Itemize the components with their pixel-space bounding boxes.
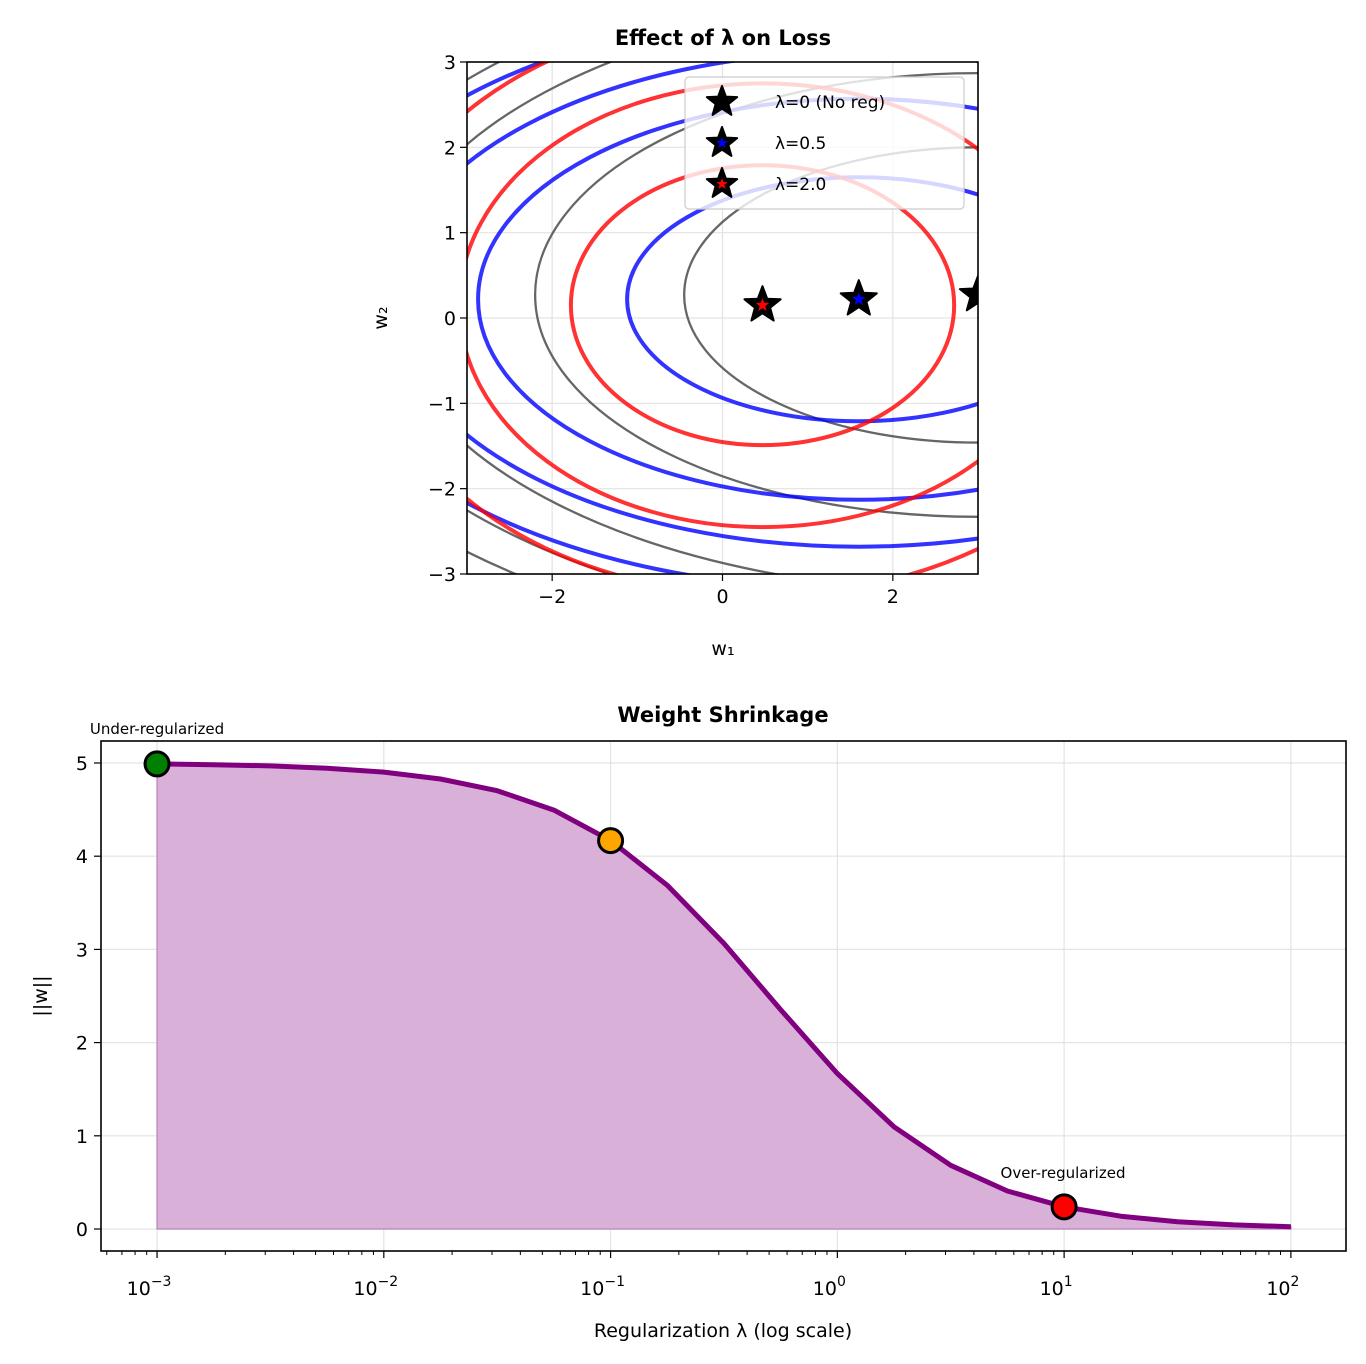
x-tick-label: 10−3	[127, 1274, 172, 1300]
x-tick-label: 101	[1040, 1274, 1073, 1300]
x-tick-label: 10−1	[580, 1274, 625, 1300]
annotation-over-regularized: Over-regularized	[1001, 1164, 1126, 1182]
x-tick-label: 100	[813, 1274, 846, 1300]
y-tick-label: 4	[76, 846, 88, 868]
minimum-stars	[743, 275, 978, 322]
y-tick-label: 0	[76, 1219, 88, 1241]
legend-star-core	[716, 137, 728, 148]
x-tick-label: 2	[887, 586, 899, 608]
top-x-label: w₁	[711, 638, 734, 660]
legend-label: λ=0.5	[775, 134, 826, 154]
highlight-point	[143, 750, 171, 778]
weight-shrinkage-chart: Weight Shrinkage 10−3 10−2 10−1 100 101 10201…	[30, 703, 1347, 1342]
y-tick-label: 2	[444, 137, 456, 159]
bottom-x-label: Regularization λ (log scale)	[594, 1320, 852, 1342]
minimum-star-core	[852, 292, 866, 305]
y-tick-label: 1	[444, 223, 456, 245]
top-chart-title: Effect of λ on Loss	[615, 26, 831, 50]
legend-label: λ=0 (No reg)	[775, 93, 885, 113]
minimum-star-core	[755, 298, 770, 311]
top-ticks: −2 0 2 −3 −2 −1 0 1 2 3	[428, 52, 899, 608]
y-tick-label: 1	[76, 1126, 88, 1148]
contour-line	[467, 62, 978, 549]
x-tick-label: −2	[538, 586, 566, 608]
legend-label: λ=2.0	[775, 175, 826, 195]
bottom-y-label: ||w||	[30, 975, 52, 1016]
annotation-under-regularized: Under-regularized	[90, 720, 224, 738]
legend: λ=0 (No reg) λ=0.5 λ=2.0	[684, 76, 965, 210]
y-tick-label: 2	[76, 1033, 88, 1055]
bottom-axes-frame	[100, 740, 1347, 1252]
highlight-point	[597, 827, 625, 855]
legend-star-core	[716, 178, 728, 189]
y-tick-label: −3	[428, 564, 456, 586]
x-tick-label: 10−2	[353, 1274, 398, 1300]
legend-box	[684, 76, 965, 210]
contour-line	[683, 146, 978, 444]
y-tick-label: 3	[76, 939, 88, 961]
loss-contour-chart: Effect of λ on Loss λ=0 (No reg) λ=0.5 λ=2…	[370, 26, 979, 660]
bottom-chart-title: Weight Shrinkage	[617, 703, 828, 727]
y-tick-label: −2	[428, 479, 456, 501]
shrinkage-area-fill	[156, 763, 1292, 1230]
y-tick-label: 5	[76, 753, 88, 775]
y-tick-label: 3	[444, 52, 456, 74]
shrinkage-curve	[157, 761, 1291, 1230]
minimum-star-marker	[958, 275, 978, 312]
bottom-ticks: 10−3 10−2 10−1 100 101 102 0 1 2 3 4 5	[76, 753, 1300, 1300]
shrinkage-plot	[143, 750, 1292, 1230]
y-tick-label: −1	[428, 393, 456, 415]
x-tick-label: 102	[1266, 1274, 1299, 1300]
y-tick-label: 0	[444, 308, 456, 330]
x-tick-label: 0	[716, 586, 728, 608]
legend-star-icon	[705, 85, 739, 116]
top-y-label: w₂	[370, 306, 392, 329]
highlight-point	[1050, 1193, 1078, 1221]
